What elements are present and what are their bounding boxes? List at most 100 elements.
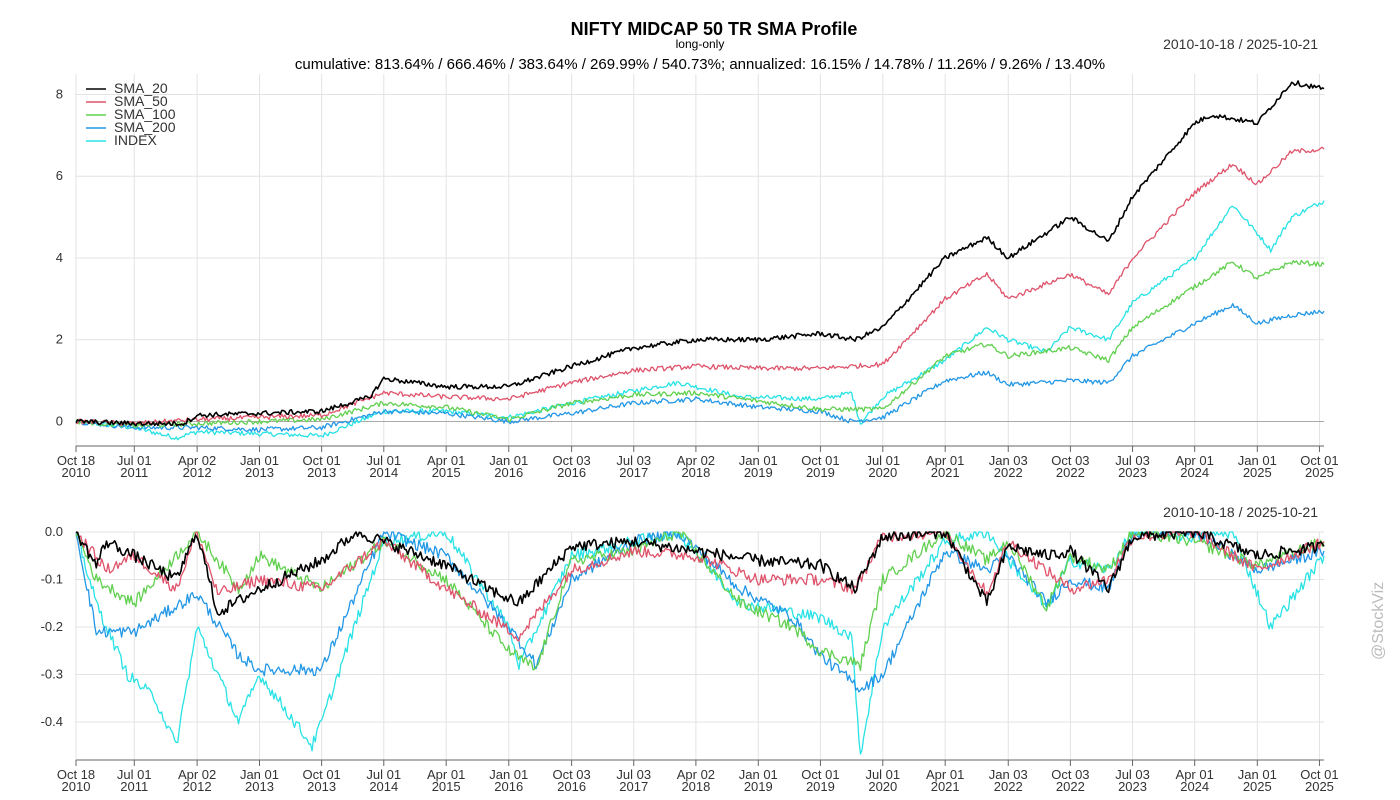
x-tick-label: Jan 03: [989, 767, 1028, 782]
x-tick-label: Apr 02: [677, 767, 715, 782]
x-tick-year: 2012: [183, 779, 212, 794]
x-tick-year: 2020: [868, 779, 897, 794]
x-tick-label: Oct 01: [801, 767, 839, 782]
x-tick-label: Jan 01: [1238, 767, 1277, 782]
x-tick-year: 2014: [369, 779, 398, 794]
y-tick-label: 6: [56, 168, 63, 183]
bottom-y-axis: 0.0 -0.1 -0.2 -0.3 -0.4: [41, 524, 63, 729]
x-tick-year: 2022: [1056, 465, 1085, 480]
chart-title: NIFTY MIDCAP 50 TR SMA Profile: [571, 19, 858, 39]
x-tick-label: Oct 01: [1300, 767, 1338, 782]
x-tick-label: Jul 01: [117, 453, 152, 468]
x-tick-year: 2015: [432, 779, 461, 794]
y-tick-label: 2: [56, 332, 63, 347]
x-tick-label: Jul 01: [117, 767, 152, 782]
legend-label: SMA_50: [114, 93, 168, 109]
x-tick-year: 2016: [557, 465, 586, 480]
x-tick-year: 2016: [494, 779, 523, 794]
x-tick-label: Oct 03: [552, 767, 590, 782]
y-tick-label: 8: [56, 86, 63, 101]
x-tick-year: 2010: [62, 465, 91, 480]
x-tick-year: 2011: [120, 779, 148, 794]
x-tick-label: Jul 03: [616, 453, 651, 468]
cumulative-panel: NIFTY MIDCAP 50 TR SMA Profile long-only…: [56, 19, 1339, 480]
x-tick-label: Apr 01: [1176, 767, 1214, 782]
x-tick-label: Oct 03: [1051, 453, 1089, 468]
x-tick-year: 2022: [994, 465, 1023, 480]
x-tick-label: Jan 01: [489, 453, 528, 468]
series-line-sma-200: [75, 531, 1325, 693]
x-tick-label: Apr 02: [178, 453, 216, 468]
x-tick-year: 2016: [494, 465, 523, 480]
x-tick-year: 2019: [744, 465, 773, 480]
x-tick-label: Jul 01: [366, 767, 401, 782]
y-tick-label: 0.0: [45, 524, 63, 539]
x-tick-label: Jul 01: [865, 453, 900, 468]
performance-summary: cumulative: 813.64% / 666.46% / 383.64% …: [295, 56, 1105, 73]
x-tick-year: 2017: [619, 779, 648, 794]
x-tick-label: Apr 01: [926, 453, 964, 468]
x-tick-label: Apr 01: [1176, 453, 1214, 468]
x-tick-year: 2020: [868, 465, 897, 480]
bottom-date-range: 2010-10-18 / 2025-10-21: [1163, 504, 1318, 520]
x-tick-year: 2011: [120, 465, 148, 480]
x-tick-label: Oct 01: [1300, 453, 1338, 468]
legend-label: SMA_100: [114, 106, 176, 122]
series-line-index: [75, 531, 1325, 755]
y-tick-label: 4: [56, 250, 63, 265]
x-tick-year: 2025: [1305, 465, 1334, 480]
legend-label: SMA_20: [114, 80, 168, 96]
x-tick-label: Jan 03: [989, 453, 1028, 468]
series-line-sma-50: [75, 531, 1325, 642]
x-tick-year: 2016: [557, 779, 586, 794]
x-tick-label: Oct 03: [1051, 767, 1089, 782]
y-tick-label: -0.4: [41, 714, 63, 729]
top-grid: [75, 74, 1324, 446]
series-line-sma-50: [75, 146, 1325, 426]
x-tick-year: 2021: [931, 465, 960, 480]
x-tick-label: Jul 01: [865, 767, 900, 782]
series-line-sma-20: [75, 531, 1325, 616]
x-tick-year: 2019: [806, 465, 835, 480]
x-tick-year: 2024: [1180, 779, 1209, 794]
x-tick-year: 2021: [931, 779, 960, 794]
legend-label: INDEX: [114, 132, 157, 148]
x-tick-label: Apr 02: [677, 453, 715, 468]
x-tick-year: 2012: [183, 465, 212, 480]
series-line-sma-200: [75, 303, 1325, 433]
chart-subtitle: long-only: [676, 37, 725, 51]
y-tick-label: -0.2: [41, 619, 63, 634]
x-tick-year: 2018: [681, 779, 710, 794]
x-tick-label: Jul 03: [1115, 453, 1150, 468]
x-tick-year: 2024: [1180, 465, 1209, 480]
x-tick-label: Oct 01: [302, 767, 340, 782]
x-tick-year: 2018: [681, 465, 710, 480]
x-tick-label: Jan 01: [739, 767, 778, 782]
x-tick-year: 2022: [994, 779, 1023, 794]
top-date-range: 2010-10-18 / 2025-10-21: [1163, 36, 1318, 52]
watermark: @StockViz: [1370, 582, 1387, 660]
bottom-grid: [75, 531, 1324, 760]
top-series-group: [75, 80, 1325, 441]
x-tick-year: 2013: [245, 779, 274, 794]
x-tick-year: 2010: [62, 779, 91, 794]
x-tick-year: 2015: [432, 465, 461, 480]
x-tick-label: Jan 01: [739, 453, 778, 468]
x-tick-year: 2025: [1305, 779, 1334, 794]
x-tick-label: Apr 01: [427, 767, 465, 782]
x-tick-label: Oct 01: [801, 453, 839, 468]
x-tick-label: Oct 18: [57, 767, 95, 782]
x-tick-label: Jul 03: [1115, 767, 1150, 782]
series-line-sma-100: [75, 259, 1325, 429]
x-tick-year: 2022: [1056, 779, 1085, 794]
top-y-axis: 0 2 4 6 8: [56, 86, 63, 428]
x-tick-label: Apr 01: [427, 453, 465, 468]
series-line-sma-20: [75, 80, 1325, 427]
x-tick-label: Jul 01: [366, 453, 401, 468]
x-tick-year: 2014: [369, 465, 398, 480]
x-tick-year: 2019: [806, 779, 835, 794]
x-tick-label: Oct 01: [302, 453, 340, 468]
x-tick-year: 2013: [307, 465, 336, 480]
